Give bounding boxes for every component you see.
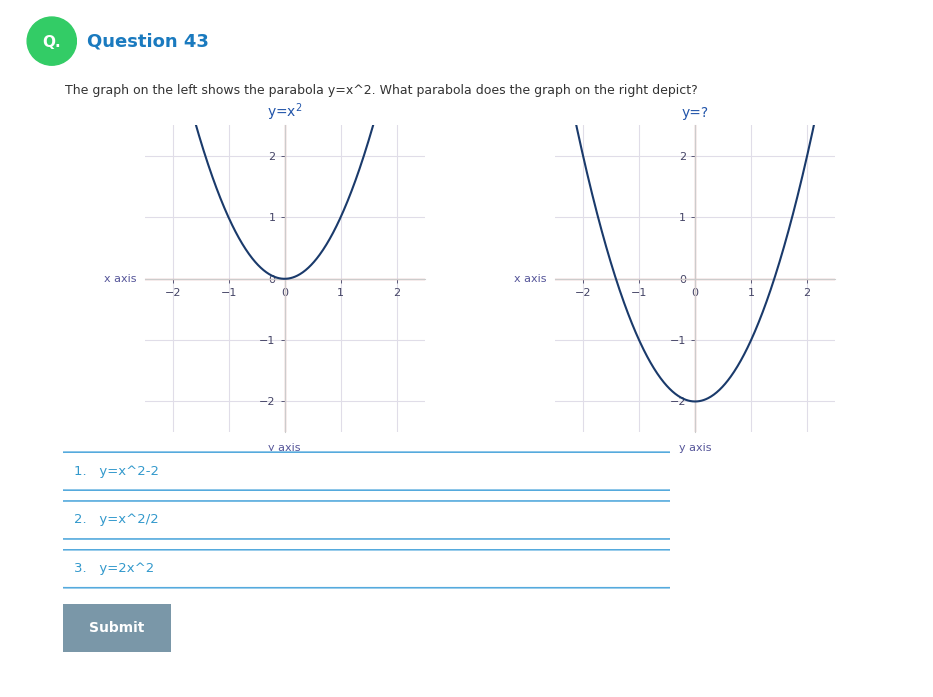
Circle shape [27,17,77,66]
Text: Submit: Submit [90,621,145,635]
FancyBboxPatch shape [54,452,679,490]
FancyBboxPatch shape [54,550,679,588]
Text: The graph on the left shows the parabola y=x^2. What parabola does the graph on : The graph on the left shows the parabola… [65,84,698,97]
FancyBboxPatch shape [58,602,176,654]
Text: x axis: x axis [514,274,547,284]
Text: Question 43: Question 43 [87,32,209,50]
Text: 3.   y=2x^2: 3. y=2x^2 [75,562,155,575]
Text: 2.   y=x^2/2: 2. y=x^2/2 [75,514,160,526]
Text: y axis: y axis [269,443,300,453]
Text: Q.: Q. [43,35,61,49]
Text: x axis: x axis [104,274,136,284]
Title: y=?: y=? [681,106,709,120]
Title: y=x$^2$: y=x$^2$ [267,102,302,123]
FancyBboxPatch shape [54,501,679,539]
Text: y axis: y axis [679,443,711,453]
Text: 1.   y=x^2-2: 1. y=x^2-2 [75,465,160,477]
